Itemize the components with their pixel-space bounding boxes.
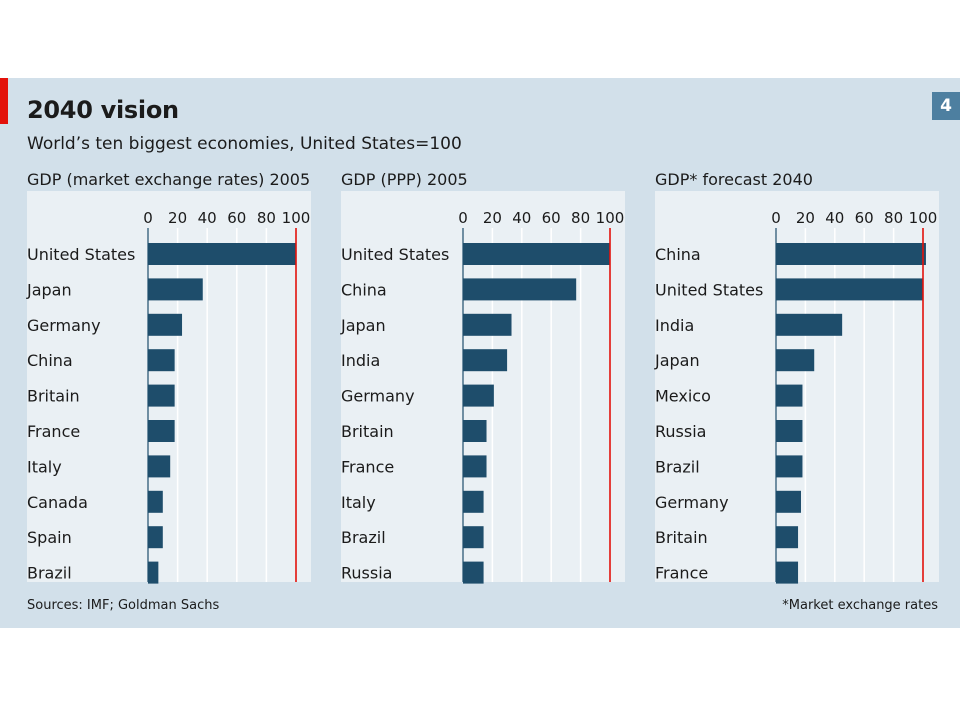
bar-1-9 (148, 526, 163, 549)
category-label-2-8: Italy (341, 493, 376, 512)
bar-charts: 0 20 40 60 80 100 United States Japan Germany Chi… (26, 191, 939, 584)
tick-label-2-0: 0 (458, 209, 468, 227)
category-label-3-1: China (655, 245, 701, 264)
bar-3-3 (776, 313, 843, 336)
category-label-1-7: Italy (27, 457, 62, 476)
footnote: *Market exchange rates (782, 598, 938, 613)
bar-2-4 (463, 349, 508, 372)
tick-label-1-20: 20 (168, 209, 187, 227)
bar-1-1 (148, 243, 296, 265)
bar-2-5 (463, 384, 494, 407)
category-label-2-7: France (341, 457, 394, 476)
bar-2-10 (463, 561, 484, 584)
source-note: Sources: IMF; Goldman Sachs (27, 598, 220, 613)
category-label-1-2: Japan (26, 280, 72, 299)
category-label-2-3: Japan (340, 316, 386, 335)
tick-label-3-80: 80 (884, 209, 903, 227)
category-label-1-4: China (27, 351, 73, 370)
chart-title: 2040 vision (27, 96, 179, 124)
category-label-2-2: China (341, 280, 387, 299)
tick-label-2-100: 100 (596, 209, 625, 227)
bar-1-10 (148, 561, 159, 584)
bar-1-5 (148, 384, 175, 407)
panel-title-2: GDP (PPP) 2005 (341, 170, 468, 189)
category-label-2-9: Brazil (341, 528, 386, 547)
bar-3-8 (776, 490, 801, 513)
tick-label-3-60: 60 (855, 209, 874, 227)
category-label-1-1: United States (27, 245, 135, 264)
category-label-3-2: United States (655, 280, 763, 299)
panel-title-3: GDP* forecast 2040 (655, 170, 813, 189)
category-label-3-4: Japan (654, 351, 700, 370)
tick-label-1-60: 60 (227, 209, 246, 227)
bar-3-6 (776, 420, 803, 442)
category-label-2-10: Russia (341, 564, 392, 583)
category-label-3-6: Russia (655, 422, 706, 441)
category-label-1-10: Brazil (27, 564, 72, 583)
category-label-3-8: Germany (655, 493, 729, 512)
bar-3-2 (776, 278, 923, 301)
bar-1-8 (148, 490, 163, 513)
bar-2-3 (463, 313, 512, 336)
chart-figure: 2040 vision World’s ten biggest economie… (0, 78, 960, 628)
bar-1-6 (148, 420, 175, 442)
bar-2-9 (463, 526, 484, 549)
tick-label-2-60: 60 (542, 209, 561, 227)
tick-label-3-20: 20 (796, 209, 815, 227)
bar-3-7 (776, 455, 803, 478)
category-label-2-4: India (341, 351, 380, 370)
bar-2-8 (463, 490, 484, 513)
bar-1-7 (148, 455, 171, 478)
chart-number-badge: 4 (932, 92, 960, 120)
panel-title-1: GDP (market exchange rates) 2005 (27, 170, 311, 189)
bar-3-9 (776, 526, 799, 549)
bar-2-2 (463, 278, 577, 301)
category-label-2-5: Germany (341, 387, 415, 406)
category-label-1-8: Canada (27, 493, 88, 512)
bar-3-1 (776, 243, 926, 265)
bar-1-2 (148, 278, 203, 301)
category-label-3-3: India (655, 316, 694, 335)
category-label-1-3: Germany (27, 316, 101, 335)
bar-2-1 (463, 243, 610, 265)
category-label-2-6: Britain (341, 422, 394, 441)
category-label-1-9: Spain (27, 528, 72, 547)
tick-label-1-0: 0 (143, 209, 153, 227)
bar-3-5 (776, 384, 803, 407)
bar-1-4 (148, 349, 175, 372)
tick-label-1-40: 40 (198, 209, 217, 227)
tick-label-3-40: 40 (825, 209, 844, 227)
accent-bar (0, 78, 8, 124)
bar-3-10 (776, 561, 799, 584)
chart-subtitle: World’s ten biggest economies, United St… (27, 134, 462, 154)
category-label-2-1: United States (341, 245, 449, 264)
category-label-3-9: Britain (655, 528, 708, 547)
tick-label-2-40: 40 (512, 209, 531, 227)
tick-label-1-80: 80 (257, 209, 276, 227)
category-label-1-6: France (27, 422, 80, 441)
tick-label-2-20: 20 (483, 209, 502, 227)
bar-2-7 (463, 455, 487, 478)
bar-1-3 (148, 313, 183, 336)
category-label-3-5: Mexico (655, 387, 711, 406)
category-label-3-7: Brazil (655, 457, 700, 476)
tick-label-3-0: 0 (771, 209, 781, 227)
category-label-3-10: France (655, 564, 708, 583)
tick-label-1-100: 100 (282, 209, 311, 227)
tick-label-3-100: 100 (909, 209, 938, 227)
bar-3-4 (776, 349, 815, 372)
bar-2-6 (463, 420, 487, 442)
tick-label-2-80: 80 (571, 209, 590, 227)
category-label-1-5: Britain (27, 387, 80, 406)
